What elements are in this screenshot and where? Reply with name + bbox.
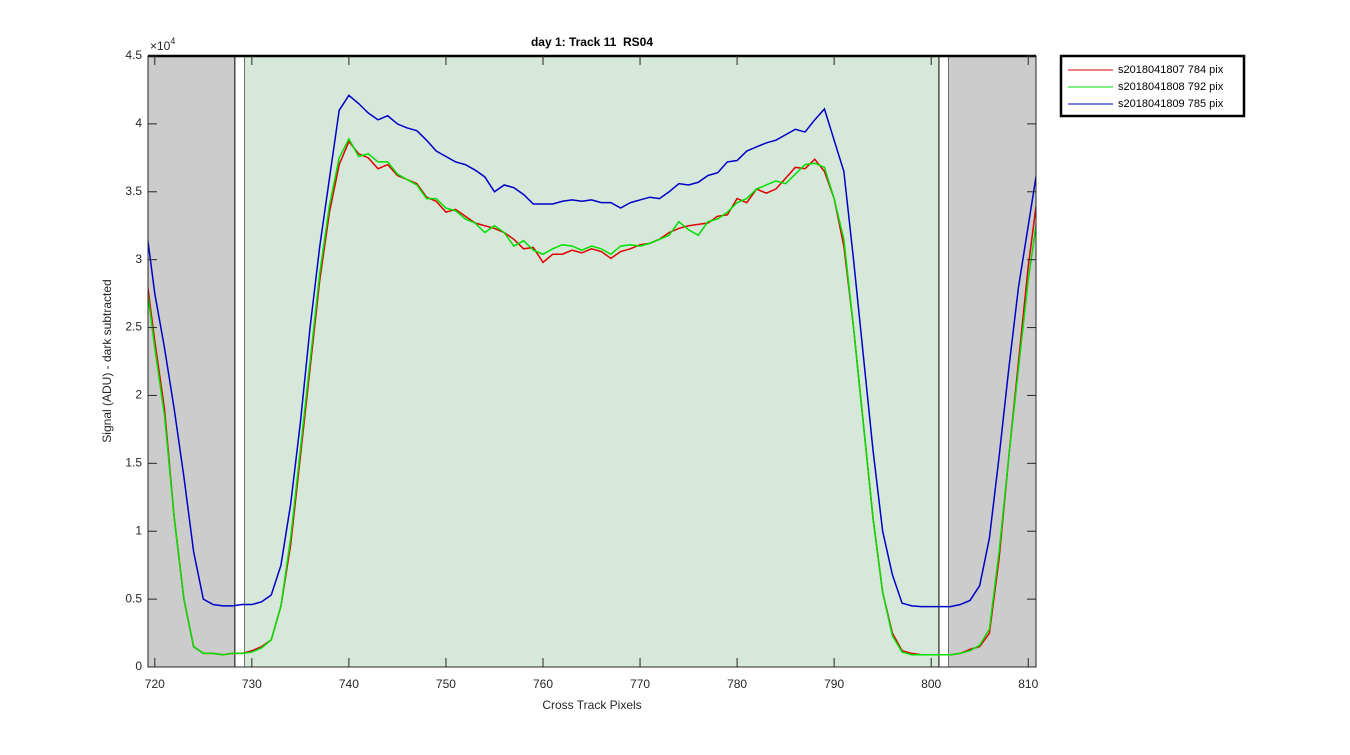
region	[234, 56, 246, 667]
y-axis-label: Signal (ADU) - dark subtracted	[100, 279, 114, 442]
legend-label: s2018041808 792 pix	[1118, 81, 1224, 93]
y-tick-label: 0	[135, 659, 142, 673]
y-tick-label: 1	[135, 523, 142, 537]
x-axis-label: Cross Track Pixels	[542, 698, 641, 712]
x-tick-label: 760	[533, 677, 553, 691]
axes: 720 730 740 750 760 770 780 790 800 810 0 0.5 1 1.5 2 2…	[125, 48, 1038, 691]
x-tick-label: 790	[824, 677, 844, 691]
y-tick-label: 4	[135, 116, 142, 130]
legend-box	[1059, 54, 1246, 118]
y-tick-label: 0.5	[125, 591, 142, 605]
x-tick-label: 720	[145, 677, 165, 691]
region	[948, 56, 1036, 667]
x-tick-label: 730	[242, 677, 262, 691]
x-tick-label: 770	[630, 677, 650, 691]
x-tick-label: 780	[727, 677, 747, 691]
y-tick-label: 3	[135, 252, 142, 266]
y-tick-label: 1.5	[125, 456, 142, 470]
series-line	[148, 137, 1036, 656]
regions	[148, 56, 1036, 667]
x-tick-label: 750	[436, 677, 456, 691]
y-multiplier-exponent: 4	[170, 36, 175, 46]
x-tick-label: 800	[921, 677, 941, 691]
region	[244, 56, 939, 667]
legend-label: s2018041807 784 pix	[1118, 64, 1224, 76]
chart-title: day 1: Track 11 RS04	[531, 35, 653, 49]
y-tick-label: 2	[135, 388, 142, 402]
x-tick-label: 810	[1018, 677, 1038, 691]
region	[148, 56, 235, 667]
legend: s2018041807 784 pix s2018041808 792 pix s2…	[1059, 54, 1246, 118]
y-tick-label: 3.5	[125, 184, 142, 198]
lines	[148, 94, 1036, 656]
y-multiplier-base: ×10	[150, 39, 171, 53]
region	[938, 56, 950, 667]
y-multiplier: ×104	[150, 36, 175, 53]
x-tick-label: 740	[339, 677, 359, 691]
legend-label: s2018041809 785 pix	[1118, 98, 1224, 110]
y-tick-label: 2.5	[125, 320, 142, 334]
series-line	[148, 94, 1036, 608]
y-tick-label: 4.5	[125, 48, 142, 62]
